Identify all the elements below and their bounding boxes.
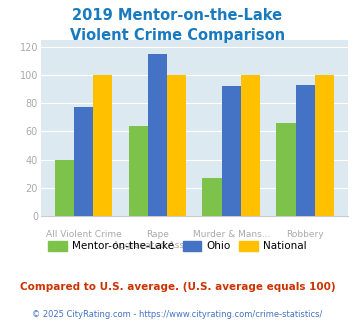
- Bar: [148, 54, 167, 216]
- Text: Murder & Mans...: Murder & Mans...: [193, 230, 270, 239]
- Bar: [202, 178, 222, 216]
- Text: Aggravated Assault: Aggravated Assault: [113, 241, 202, 250]
- Bar: [296, 85, 315, 216]
- Text: All Violent Crime: All Violent Crime: [46, 230, 121, 239]
- Text: 2019 Mentor-on-the-Lake: 2019 Mentor-on-the-Lake: [72, 8, 283, 23]
- Bar: [167, 75, 186, 216]
- Bar: [241, 75, 260, 216]
- Text: Violent Crime Comparison: Violent Crime Comparison: [70, 28, 285, 43]
- Text: Compared to U.S. average. (U.S. average equals 100): Compared to U.S. average. (U.S. average …: [20, 282, 335, 292]
- Bar: [129, 126, 148, 216]
- Bar: [276, 123, 296, 216]
- Bar: [55, 160, 74, 216]
- Text: Rape: Rape: [146, 230, 169, 239]
- Text: © 2025 CityRating.com - https://www.cityrating.com/crime-statistics/: © 2025 CityRating.com - https://www.city…: [32, 310, 323, 318]
- Legend: Mentor-on-the-Lake, Ohio, National: Mentor-on-the-Lake, Ohio, National: [44, 237, 311, 255]
- Bar: [315, 75, 334, 216]
- Text: Robbery: Robbery: [286, 230, 324, 239]
- Bar: [74, 107, 93, 216]
- Bar: [93, 75, 113, 216]
- Bar: [222, 86, 241, 216]
